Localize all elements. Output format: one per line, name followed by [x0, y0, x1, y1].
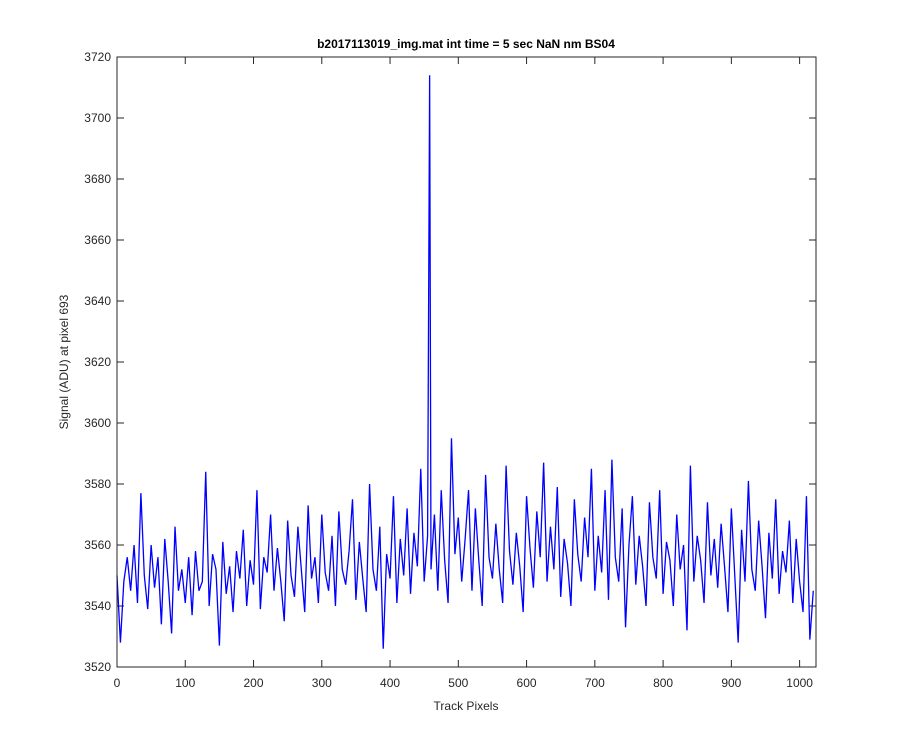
x-tick-label: 400 [380, 676, 400, 690]
x-tick-label: 600 [517, 676, 537, 690]
x-tick-label: 1000 [786, 676, 813, 690]
x-tick-label: 100 [175, 676, 195, 690]
chart-title: b2017113019_img.mat int time = 5 sec NaN… [317, 37, 615, 51]
x-axis-label: Track Pixels [434, 699, 499, 713]
y-tick-label: 3700 [84, 111, 111, 125]
x-tick-label: 700 [585, 676, 605, 690]
y-axis-label: Signal (ADU) at pixel 693 [57, 294, 71, 429]
x-tick-label: 0 [114, 676, 121, 690]
y-tick-label: 3520 [84, 660, 111, 674]
x-tick-label: 900 [721, 676, 741, 690]
y-tick-label: 3560 [84, 538, 111, 552]
data-line [116, 75, 814, 649]
x-tick-label: 500 [448, 676, 468, 690]
y-tick-label: 3720 [84, 50, 111, 64]
y-tick-label: 3660 [84, 233, 111, 247]
y-tick-label: 3580 [84, 477, 111, 491]
y-tick-label: 3640 [84, 294, 111, 308]
y-tick-label: 3620 [84, 355, 111, 369]
x-tick-label: 200 [244, 676, 264, 690]
y-tick-label: 3680 [84, 172, 111, 186]
axes-box [116, 56, 817, 668]
y-tick-label: 3600 [84, 416, 111, 430]
y-tick-label: 3540 [84, 599, 111, 613]
x-tick-label: 300 [312, 676, 332, 690]
x-tick-label: 800 [653, 676, 673, 690]
